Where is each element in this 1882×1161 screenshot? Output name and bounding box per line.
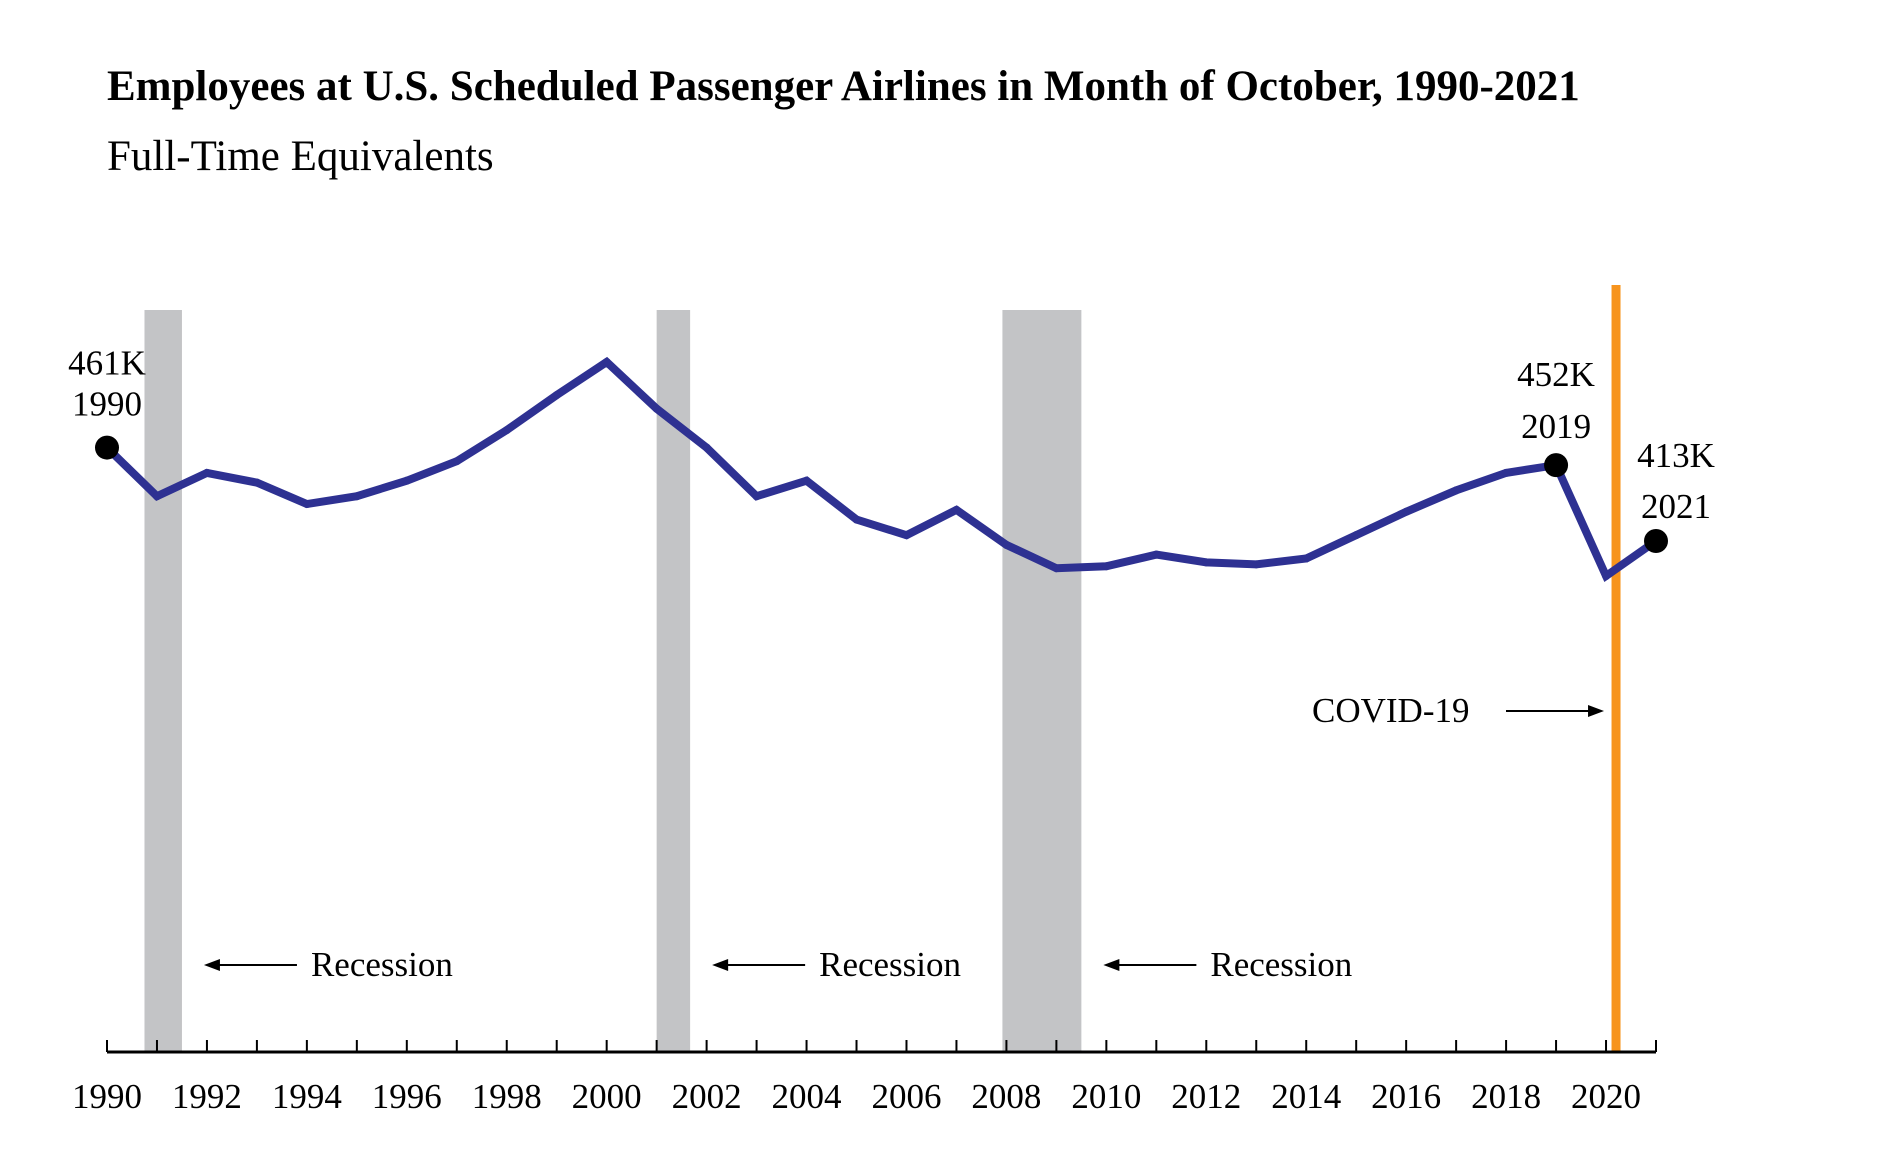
- x-tick-label: 2012: [1171, 1077, 1241, 1116]
- x-tick-label: 2020: [1571, 1077, 1641, 1116]
- covid-arrow-head: [1588, 705, 1605, 717]
- x-tick-label: 2002: [672, 1077, 742, 1116]
- callout-value-2021: 413K: [1637, 436, 1715, 475]
- x-tick-label: 2010: [1071, 1077, 1141, 1116]
- callout-value-1990: 461K: [68, 344, 146, 383]
- x-tick-label: 1992: [172, 1077, 242, 1116]
- recession-arrow-head-2: [712, 959, 729, 971]
- data-point: [1502, 468, 1511, 477]
- data-point: [902, 531, 911, 540]
- data-point: [802, 476, 811, 485]
- callout-year-2021: 2021: [1641, 487, 1711, 526]
- data-point: [1252, 560, 1261, 569]
- data-point: [202, 468, 211, 477]
- x-tick-label: 1990: [72, 1077, 142, 1116]
- recession-arrow-head-1: [203, 959, 220, 971]
- data-point: [1452, 486, 1461, 495]
- callout-dot-2021: [1644, 528, 1668, 553]
- x-tick-label: 2000: [572, 1077, 642, 1116]
- data-point: [252, 478, 261, 487]
- data-point: [1002, 540, 1011, 549]
- data-point: [502, 426, 511, 435]
- data-point: [1202, 558, 1211, 567]
- x-tick-label: 2008: [971, 1077, 1041, 1116]
- x-tick-label: 2004: [772, 1077, 842, 1116]
- data-point: [1052, 564, 1061, 573]
- recession-label-3: Recession: [1210, 945, 1352, 984]
- series-line-1: [103, 356, 1660, 583]
- recession-band-3: [1002, 310, 1082, 1052]
- data-point: [652, 404, 661, 413]
- data-point: [1352, 531, 1361, 540]
- data-point: [852, 515, 861, 524]
- recession-label-1: Recession: [311, 945, 453, 984]
- callout-value-2019: 452K: [1517, 355, 1595, 394]
- data-point: [352, 492, 361, 501]
- data-point: [952, 505, 961, 514]
- data-point: [602, 358, 611, 366]
- data-point: [1102, 562, 1111, 571]
- covid-label: COVID-19: [1312, 691, 1469, 730]
- data-point: [152, 492, 161, 501]
- x-tick-label: 2018: [1471, 1077, 1541, 1116]
- data-point: [1402, 507, 1411, 516]
- data-point: [402, 476, 411, 485]
- data-point: [1602, 572, 1611, 580]
- recession-arrow-head-3: [1103, 959, 1120, 971]
- callout-dot-2019: [1544, 453, 1569, 478]
- x-tick-label: 2006: [871, 1077, 941, 1116]
- x-tick-label: 1996: [372, 1077, 442, 1116]
- data-point: [702, 443, 711, 452]
- recession-band-1: [144, 310, 182, 1052]
- chart-title: Employees at U.S. Scheduled Passenger Ai…: [107, 63, 1580, 110]
- recession-label-2: Recession: [819, 945, 961, 984]
- x-tick-label: 1994: [272, 1077, 342, 1116]
- data-point: [752, 492, 761, 501]
- callout-year-1990: 1990: [72, 385, 142, 424]
- chart-subtitle: Full-Time Equivalents: [107, 133, 494, 180]
- data-point: [1152, 550, 1161, 559]
- x-tick-label: 1998: [472, 1077, 542, 1116]
- data-point: [552, 391, 561, 400]
- callout-dot-1990: [95, 435, 119, 460]
- data-point: [452, 457, 461, 466]
- data-point: [302, 500, 311, 509]
- callout-year-2019: 2019: [1521, 407, 1591, 446]
- data-point: [1302, 554, 1311, 563]
- x-tick-label: 2016: [1371, 1077, 1441, 1116]
- x-tick-label: 2014: [1271, 1077, 1341, 1116]
